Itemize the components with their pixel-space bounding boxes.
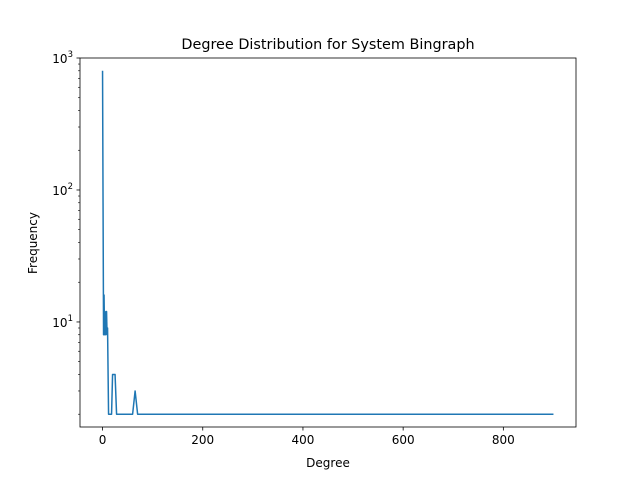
axes-frame: [79, 57, 577, 428]
y-tick-exponent: 3: [68, 50, 73, 60]
x-tick-label: 800: [492, 433, 515, 447]
y-tick-base: 10: [52, 316, 67, 330]
plot-area: [101, 70, 554, 415]
y-tick-label: 103: [52, 50, 73, 66]
y-tick-label: 101: [52, 314, 73, 330]
chart-title: Degree Distribution for System Bingraph: [181, 37, 474, 53]
x-tick-label: 0: [99, 433, 107, 447]
x-axis-label: Degree: [306, 456, 350, 470]
y-tick-exponent: 2: [68, 182, 73, 192]
y-tick-base: 10: [52, 52, 67, 66]
x-axis-ticks: 0 200 400 600 800: [99, 427, 515, 447]
y-tick-label: 102: [52, 182, 73, 198]
degree-frequency-line: [101, 70, 554, 415]
y-tick-exponent: 1: [68, 314, 73, 324]
y-axis-label: Frequency: [26, 212, 40, 274]
x-tick-label: 600: [392, 433, 415, 447]
x-tick-label: 400: [291, 433, 314, 447]
x-tick-label: 200: [191, 433, 214, 447]
y-tick-base: 10: [52, 184, 67, 198]
